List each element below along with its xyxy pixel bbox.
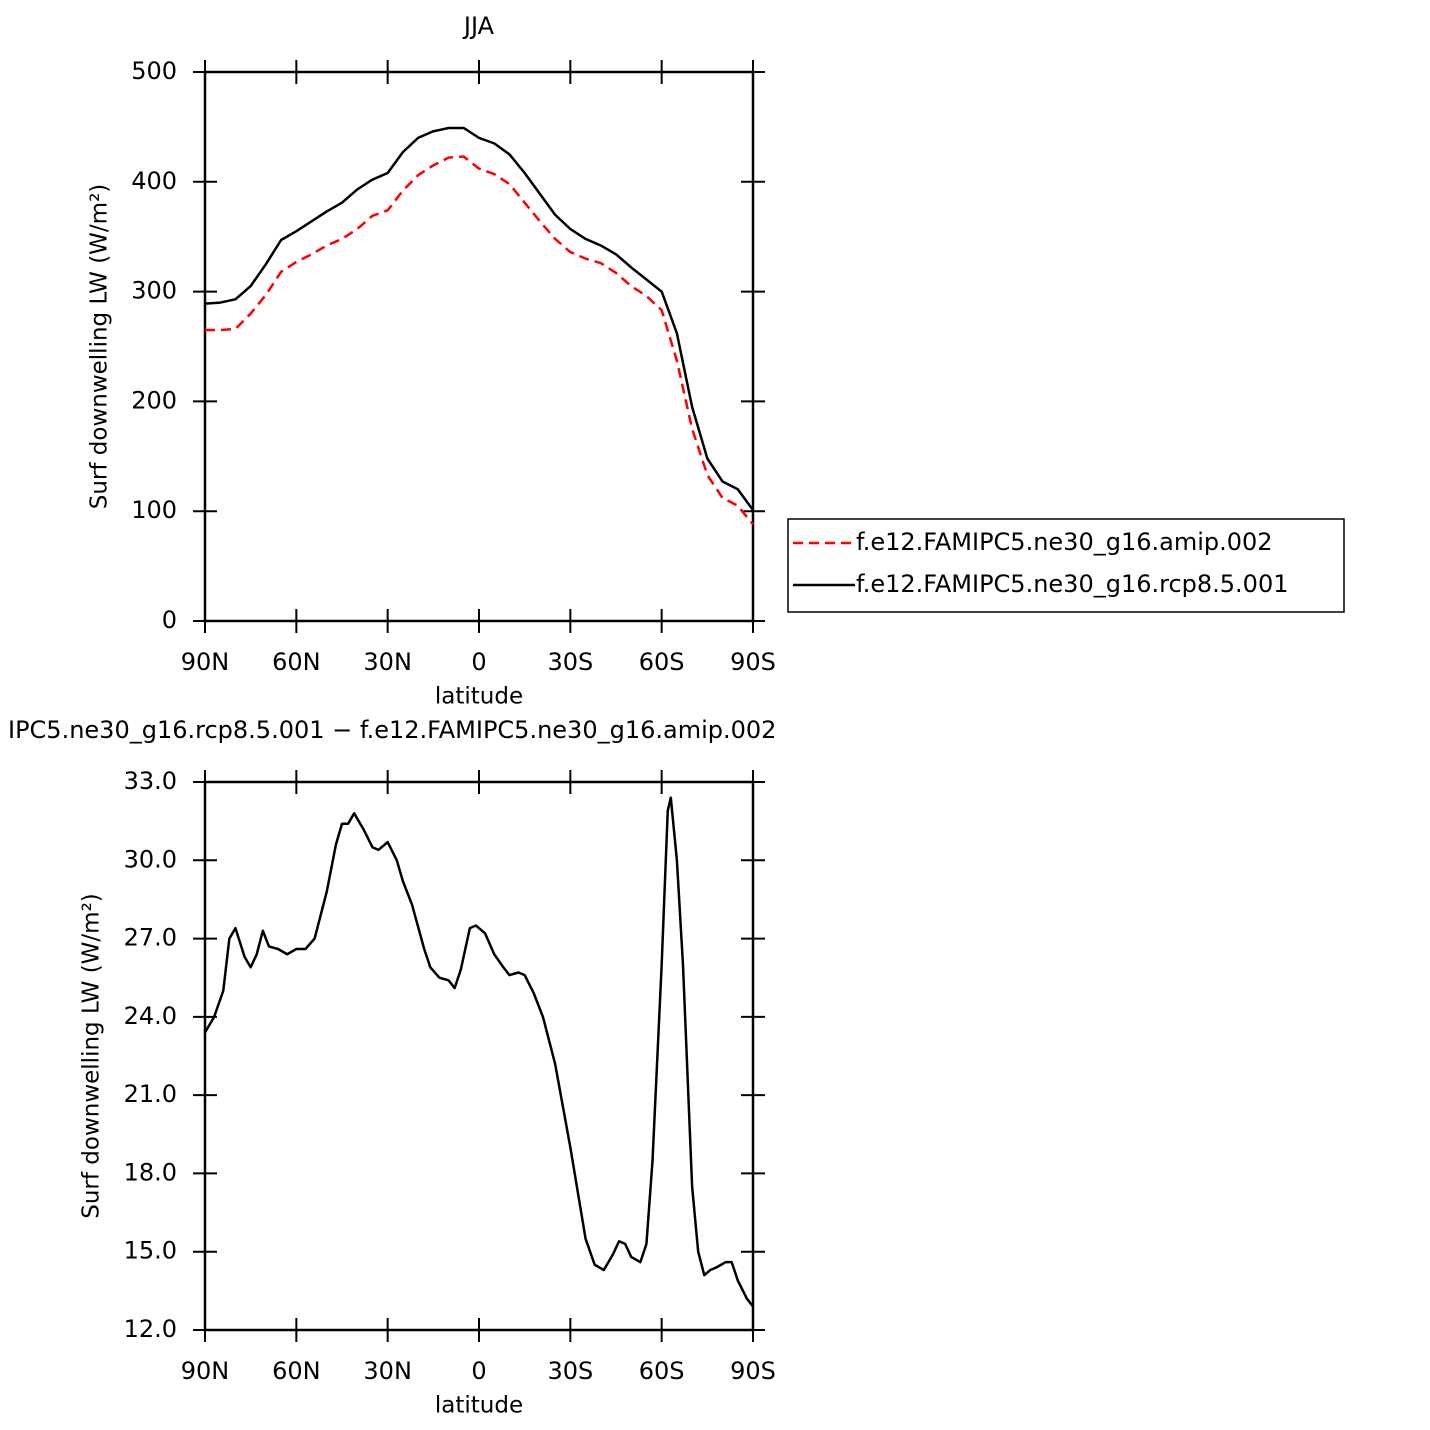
plot: JJA 0 100 200 300 400 500 90N 60N 30N 0 30S 60S 90S la… — [87, 12, 1345, 710]
series-line — [203, 796, 754, 1308]
y-tick-label: 0 — [162, 606, 177, 634]
x-tick-label: 90S — [730, 648, 776, 676]
y-axis-label: Surf downwelling LW (W/m²) — [87, 184, 113, 510]
x-tick-label: 60S — [639, 648, 685, 676]
x-tick-label: 30S — [547, 648, 593, 676]
x-tick-label: 60S — [639, 1357, 685, 1385]
y-tick-label: 400 — [131, 167, 177, 195]
x-axis-label: latitude — [435, 1393, 523, 1419]
y-tick-label: 30.0 — [124, 845, 177, 873]
y-tick-label: 100 — [131, 496, 177, 524]
legend-label: f.e12.FAMIPC5.ne30_g16.amip.002 — [856, 528, 1273, 556]
y-tick-label: 27.0 — [124, 924, 177, 952]
y-tick-label: 24.0 — [124, 1002, 177, 1030]
y-tick-label: 12.0 — [124, 1315, 177, 1343]
x-tick-label: 60N — [272, 1357, 321, 1385]
y-tick-label: 33.0 — [124, 767, 177, 795]
legend-label: f.e12.FAMIPC5.ne30_g16.rcp8.5.001 — [856, 570, 1289, 598]
x-tick-label: 30N — [363, 1357, 412, 1385]
x-tick-label: 30N — [363, 648, 412, 676]
series-line — [205, 155, 754, 526]
x-tick-label: 90N — [181, 1357, 230, 1385]
x-tick-label: 0 — [471, 648, 486, 676]
x-tick-label: 90S — [730, 1357, 776, 1385]
legend-box — [787, 518, 1345, 613]
plot-frame — [203, 70, 755, 623]
x-tick-label: 60N — [272, 648, 321, 676]
y-tick-label: 300 — [131, 277, 177, 305]
x-tick-label: 30S — [547, 1357, 593, 1385]
y-tick-label: 500 — [131, 57, 177, 85]
x-tick-label: 0 — [471, 1357, 486, 1385]
plot-frame — [203, 780, 755, 1332]
chart-title: IPC5.ne30_g16.rcp8.5.001 − f.e12.FAMIPC5… — [8, 716, 776, 744]
x-tick-label: 90N — [181, 648, 230, 676]
y-tick-label: 200 — [131, 386, 177, 414]
y-axis-label: Surf downwelling LW (W/m²) — [79, 893, 105, 1219]
y-tick-label: 21.0 — [124, 1080, 177, 1108]
chart-title: JJA — [462, 12, 495, 40]
x-axis-label: latitude — [435, 684, 523, 710]
y-tick-label: 18.0 — [124, 1158, 177, 1186]
y-tick-label: 15.0 — [124, 1237, 177, 1265]
plot: IPC5.ne30_g16.rcp8.5.001 − f.e12.FAMIPC5… — [8, 716, 776, 1419]
series-line — [204, 126, 755, 511]
